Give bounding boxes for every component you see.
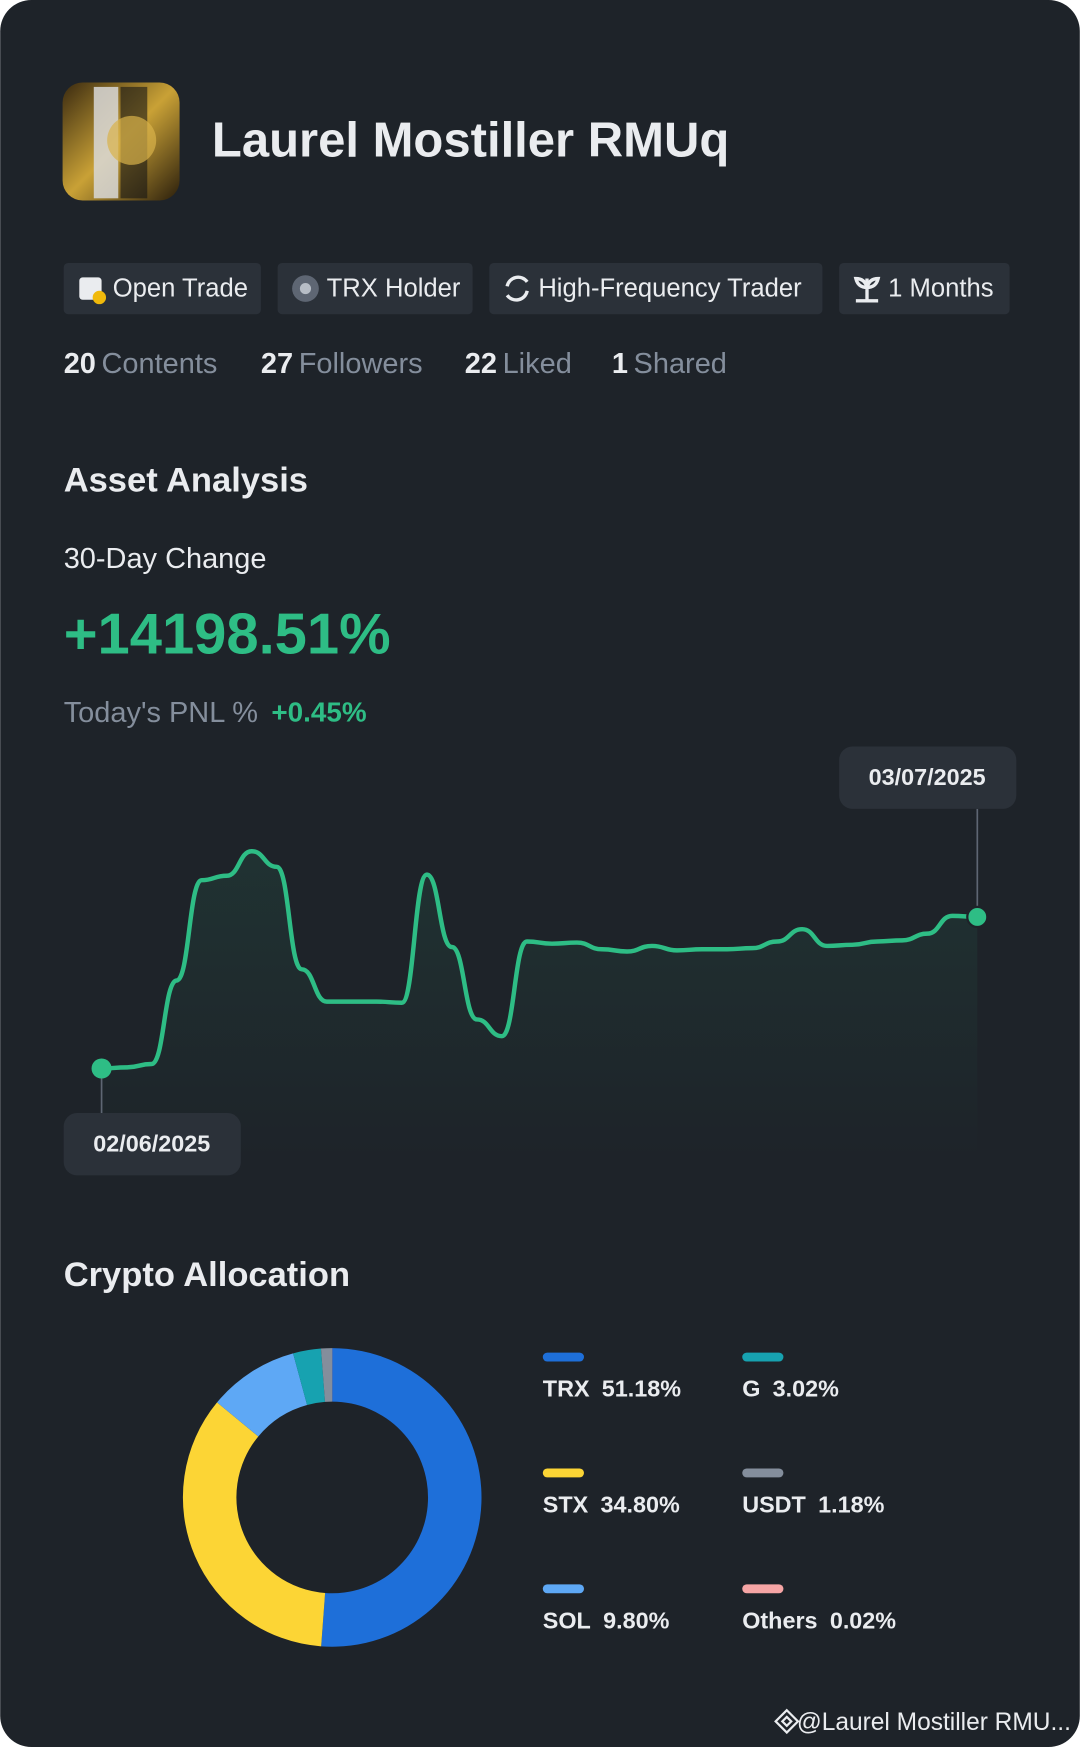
donut-segment [293, 1348, 325, 1405]
tag-chip [489, 262, 823, 315]
legend-name: SOL [543, 1607, 591, 1633]
legend-value: 51.18% [602, 1376, 681, 1402]
stat-value: 27 [261, 348, 293, 380]
change-label: 30-Day Change [64, 543, 267, 575]
legend-swatch [742, 1584, 784, 1594]
legend-name: STX [543, 1492, 589, 1518]
legend-swatch [542, 1468, 585, 1478]
stat-label: Shared [634, 348, 727, 380]
line-series [101, 848, 978, 1071]
legend-swatch [542, 1584, 585, 1594]
logo-icon [774, 1708, 800, 1735]
end-point [966, 905, 989, 929]
tag-label: High-Frequency Trader [538, 274, 802, 302]
tag-icon [853, 276, 881, 303]
legend-name: Others [742, 1607, 817, 1633]
stat-value: 20 [64, 348, 96, 380]
start-date: 02/06/2025 [93, 1131, 210, 1157]
tags: Open Trade TRX Holder High-Frequency Tra… [63, 262, 1010, 315]
legend-name: TRX [543, 1376, 590, 1402]
line-area [101, 851, 978, 1159]
stat-label: Followers [299, 348, 423, 380]
section-title: Asset Analysis [64, 462, 308, 500]
legend-value: 34.80% [601, 1492, 680, 1518]
donut-segment [320, 1348, 333, 1402]
avatar [62, 82, 180, 201]
legend-name: USDT [742, 1492, 806, 1518]
stat-value: 22 [465, 348, 497, 380]
legend-value: 3.02% [773, 1376, 839, 1402]
profile-name: Laurel Mostiller RMUq [212, 114, 729, 168]
tag-label: 1 Months [888, 274, 993, 302]
tag-chip [839, 262, 1010, 315]
stat-label: Liked [503, 348, 572, 380]
tag-icon [299, 282, 312, 295]
legend: TRX 51.18% STX 34.80% SOL 9.80% G 3.02% USDT 1.18… [542, 1352, 896, 1633]
tag-label: TRX Holder [327, 274, 461, 302]
watermark: @Laurel Mostiller RMU... [797, 1709, 1071, 1736]
tag-chip [63, 262, 261, 315]
tag-chip [277, 262, 473, 315]
donut-segment [217, 1353, 308, 1437]
pnl-label: Today's PNL % [64, 697, 258, 729]
donut-segment [321, 1348, 482, 1647]
stat-value: 1 [612, 348, 628, 380]
date-tooltip [63, 1113, 241, 1176]
line-chart [91, 808, 989, 1159]
legend-swatch [742, 1468, 784, 1478]
legend-swatch [742, 1352, 784, 1362]
stat-label: Contents [101, 348, 217, 380]
section-title: Crypto Allocation [64, 1256, 350, 1294]
legend-value: 0.02% [830, 1607, 896, 1633]
legend-swatch [542, 1352, 585, 1362]
change-value: +14198.51% [64, 603, 391, 667]
legend-value: 1.18% [818, 1492, 884, 1518]
donut-chart [182, 1348, 482, 1647]
tag-icon [92, 290, 107, 305]
start-point [91, 1058, 112, 1079]
stats: 20 Contents 27 Followers 22 Liked 1 Shared [64, 348, 727, 380]
tag-icon [505, 275, 529, 302]
tag-label: Open Trade [113, 274, 248, 302]
legend-value: 9.80% [603, 1607, 669, 1633]
legend-name: G [742, 1376, 760, 1402]
end-date: 03/07/2025 [869, 764, 986, 790]
donut-segment [182, 1402, 326, 1647]
pnl-value: +0.45% [271, 697, 366, 728]
date-tooltip [839, 746, 1017, 809]
